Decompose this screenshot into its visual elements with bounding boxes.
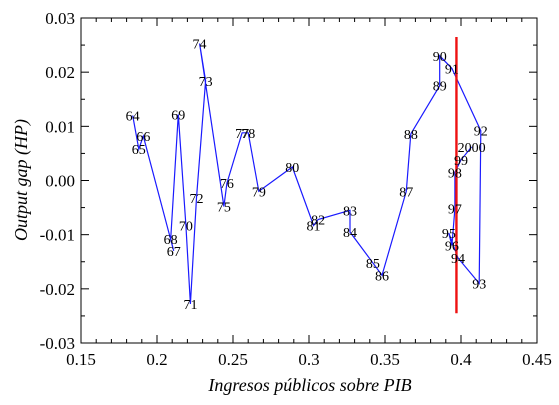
plot-frame <box>80 17 538 344</box>
point-label: 77 <box>235 127 249 142</box>
point-label: 68 <box>164 233 178 248</box>
x-tick-label: 0.4 <box>450 350 472 369</box>
point-label: 73 <box>199 75 213 90</box>
point-label: 72 <box>190 192 204 207</box>
point-label: 96 <box>445 240 459 255</box>
point-label: 86 <box>375 269 389 284</box>
point-label: 88 <box>404 128 418 143</box>
y-tick-label: 0.00 <box>45 172 75 191</box>
point-label: 70 <box>179 219 193 234</box>
y-tick-label: 0.03 <box>45 9 75 28</box>
point-label: 98 <box>448 166 462 181</box>
point-label: 2000 <box>458 141 486 156</box>
point-label: 80 <box>285 161 299 176</box>
y-tick-label: 0.01 <box>45 117 75 136</box>
point-label: 85 <box>366 257 380 272</box>
x-tick-label: 0.35 <box>370 350 400 369</box>
point-label: 67 <box>167 245 181 260</box>
point-label: 94 <box>451 252 465 267</box>
point-label: 81 <box>307 219 321 234</box>
point-label: 84 <box>343 226 357 241</box>
point-label: 99 <box>454 154 468 169</box>
y-tick-label: 0.02 <box>45 63 75 82</box>
y-axis-title: Output gap (HP) <box>11 119 32 241</box>
point-label: 66 <box>136 130 150 145</box>
point-label: 79 <box>252 185 266 200</box>
x-tick-label: 0.3 <box>298 350 319 369</box>
point-label: 87 <box>399 185 413 200</box>
point-label: 89 <box>433 80 447 95</box>
point-label: 91 <box>445 62 459 77</box>
x-tick-labels: 0.15 0.2 0.25 0.3 0.35 0.4 0.45 <box>66 350 552 369</box>
x-tick-label: 0.2 <box>146 350 167 369</box>
y-tick-label: -0.03 <box>40 334 75 353</box>
point-label: 76 <box>220 177 234 192</box>
axis-ticks <box>80 17 538 344</box>
y-tick-label: -0.02 <box>40 280 75 299</box>
point-labels: 6465666768697071727374757677787980818283… <box>126 37 488 313</box>
series-line <box>132 43 482 305</box>
point-label: 74 <box>193 37 207 52</box>
y-tick-labels: -0.03 -0.02 -0.01 0.00 0.01 0.02 0.03 <box>40 9 75 353</box>
point-label: 93 <box>472 277 486 292</box>
x-tick-label: 0.25 <box>218 350 248 369</box>
point-label: 90 <box>433 50 447 65</box>
point-label: 75 <box>217 201 231 216</box>
x-tick-label: 0.15 <box>66 350 96 369</box>
point-label: 82 <box>311 214 325 229</box>
point-label: 78 <box>241 127 255 142</box>
x-axis-title: Ingresos públicos sobre PIB <box>207 375 411 395</box>
point-label: 92 <box>474 125 488 140</box>
point-label: 69 <box>171 108 185 123</box>
point-label: 83 <box>343 204 357 219</box>
point-label: 64 <box>126 110 140 125</box>
point-label: 95 <box>442 227 456 242</box>
point-label: 71 <box>183 298 197 313</box>
y-tick-label: -0.01 <box>40 226 75 245</box>
point-label: 65 <box>132 143 146 158</box>
x-tick-label: 0.45 <box>522 350 552 369</box>
point-label: 97 <box>448 203 462 218</box>
